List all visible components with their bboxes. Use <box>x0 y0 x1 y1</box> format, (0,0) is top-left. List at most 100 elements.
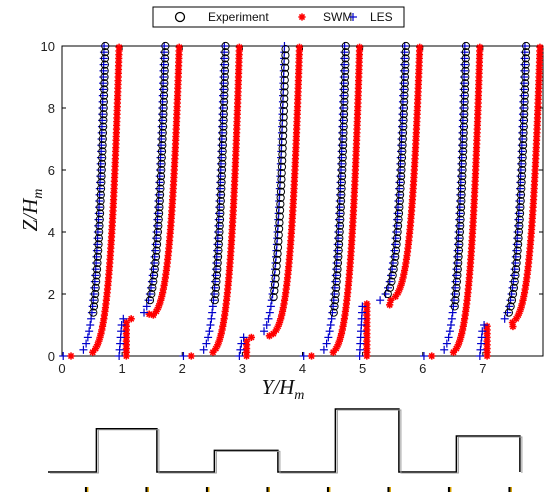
experiment-point <box>219 116 228 125</box>
profile-7 <box>475 41 544 360</box>
experiment-point <box>220 97 229 106</box>
experiment-point <box>211 283 221 292</box>
experiment-point <box>340 85 349 94</box>
experiment-point <box>274 237 283 246</box>
swm-point <box>355 43 364 51</box>
experiment-point <box>155 196 164 206</box>
experiment-point <box>461 60 470 69</box>
experiment-point <box>100 60 109 69</box>
experiment-point <box>400 97 409 106</box>
les-point <box>204 333 213 342</box>
swm-point-stroke <box>188 352 195 360</box>
experiment-point <box>281 45 290 54</box>
experiment-point <box>460 97 469 106</box>
experiment-point <box>158 122 168 131</box>
experiment-point <box>159 116 168 125</box>
experiment-point <box>454 258 463 268</box>
experiment-point <box>393 227 402 237</box>
experiment-point <box>91 289 100 299</box>
experiment-point <box>513 246 522 255</box>
experiment-point <box>457 178 467 187</box>
experiment-point <box>280 94 289 103</box>
experiment-point <box>340 103 349 113</box>
les-point <box>236 345 245 354</box>
experiment-point <box>518 147 527 156</box>
experiment-point <box>216 190 226 199</box>
experiment-point <box>219 122 228 131</box>
legend-swm-glyph <box>298 13 306 21</box>
experiment-point <box>219 110 228 119</box>
profile-0 <box>59 41 123 360</box>
experiment-point <box>275 224 284 233</box>
experiment-point <box>148 283 157 292</box>
experiment-point <box>149 271 159 280</box>
experiment-point <box>275 212 284 221</box>
experiment-point <box>157 153 166 162</box>
experiment-point <box>330 302 339 311</box>
experiment-point <box>152 246 161 255</box>
experiment-point <box>513 252 522 261</box>
experiment-point <box>213 258 222 268</box>
les-point <box>262 321 271 329</box>
experiment-point <box>399 116 408 125</box>
experiment-point <box>218 153 227 162</box>
legend-marker-experiment <box>174 11 186 23</box>
experiment-point <box>98 141 107 150</box>
swm-point-stroke <box>416 44 423 51</box>
experiment-point <box>340 91 349 100</box>
experiment-point <box>212 271 221 280</box>
experiment-point <box>337 178 346 187</box>
experiment-point <box>458 159 467 168</box>
experiment-point <box>280 69 290 79</box>
experiment-point <box>151 258 160 268</box>
x-tick-label: 2 <box>179 361 186 376</box>
experiment-point <box>269 293 278 302</box>
experiment-point <box>89 308 98 317</box>
experiment-point <box>398 128 408 137</box>
swm-outlier-point-stroke <box>386 301 393 308</box>
les-point <box>324 333 333 342</box>
experiment-point <box>391 246 401 255</box>
swm-point-stroke <box>176 44 183 51</box>
experiment-point <box>397 153 407 162</box>
y-tick-label: 6 <box>48 163 55 178</box>
experiment-point <box>96 203 105 212</box>
experiment-point <box>332 277 341 286</box>
experiment-point <box>511 265 521 274</box>
legend-label-swm: SWM <box>323 10 352 24</box>
y-tick-label: 10 <box>41 39 55 54</box>
experiment-point <box>398 141 407 150</box>
swm-point-stroke <box>67 352 75 360</box>
les-point <box>265 308 274 317</box>
experiment-point <box>213 265 222 274</box>
experiment-point <box>517 184 526 193</box>
experiment-point <box>341 66 350 75</box>
swm-point <box>363 300 371 308</box>
swm-point-stroke <box>483 323 491 330</box>
experiment-point <box>218 134 228 144</box>
experiment-point <box>450 302 459 311</box>
experiment-point <box>512 258 521 268</box>
experiment-point <box>215 227 224 237</box>
les-point <box>208 308 217 317</box>
experiment-point <box>456 203 466 212</box>
swm-point <box>295 43 304 51</box>
swm-point <box>235 43 243 51</box>
x-tick-label: 1 <box>119 361 126 376</box>
les-point <box>326 321 335 329</box>
experiment-point <box>216 209 225 218</box>
experiment-point <box>272 268 281 277</box>
swm-point-stroke <box>236 44 243 51</box>
experiment-point <box>333 271 342 280</box>
les-point <box>503 308 512 317</box>
experiment-point <box>458 153 468 162</box>
experiment-point <box>517 178 526 187</box>
experiment-point <box>153 227 163 237</box>
experiment-point <box>338 159 347 168</box>
experiment-point <box>214 240 223 249</box>
experiment-point <box>455 227 465 237</box>
swm-point-stroke <box>338 330 345 337</box>
experiment-point <box>276 187 286 196</box>
swm-outlier-point <box>386 301 394 309</box>
swm-point <box>115 43 123 51</box>
